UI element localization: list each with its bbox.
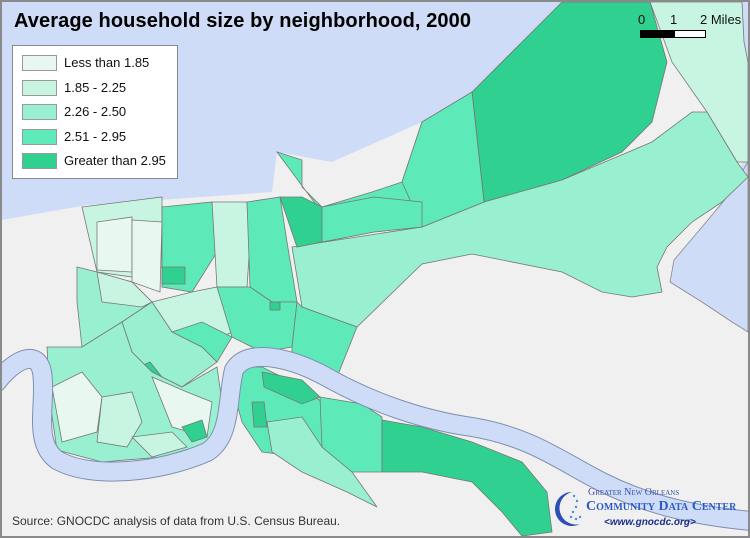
mississippi-river-water — [2, 348, 748, 530]
neighborhood — [649, 2, 748, 163]
neighborhood — [131, 219, 163, 293]
neighborhood — [170, 321, 233, 363]
scale-tick-1: 1 — [670, 12, 678, 27]
neighborhood — [131, 431, 188, 458]
legend-swatch — [22, 129, 57, 145]
neighborhood — [261, 371, 321, 405]
neighborhood — [291, 111, 748, 328]
map-title: Average household size by neighborhood, … — [14, 10, 472, 32]
legend-swatch — [22, 104, 57, 120]
neighborhood — [266, 416, 378, 508]
legend-item: 2.26 - 2.50 — [22, 103, 126, 121]
scale-segment — [640, 30, 675, 38]
logo-line-1: Greater New Orleans — [588, 487, 680, 498]
legend-label: Less than 1.85 — [64, 55, 150, 70]
scale-tick-2: 2 Miles — [700, 12, 742, 27]
legend-label: 2.26 - 2.50 — [64, 104, 127, 119]
legend-item: 1.85 - 2.25 — [22, 79, 126, 97]
logo-url: <www.gnocdc.org> — [604, 517, 696, 528]
neighborhood — [381, 419, 553, 536]
neighborhood — [51, 371, 103, 443]
legend: Less than 1.85 1.85 - 2.25 2.26 - 2.50 2… — [12, 45, 178, 179]
crescent-logo-icon — [555, 492, 582, 526]
scale-segment — [674, 30, 706, 38]
neighborhood — [96, 216, 133, 273]
neighborhood — [269, 301, 281, 311]
scale-tick-0: 0 — [638, 12, 646, 27]
legend-label: 2.51 - 2.95 — [64, 129, 127, 144]
lake-borgne — [669, 161, 748, 333]
gnocdc-logo: Greater New Orleans Community Data Cente… — [552, 486, 746, 532]
neighborhood — [181, 419, 208, 443]
neighborhood — [96, 271, 153, 308]
logo-line-2: Community Data Center — [586, 499, 737, 514]
legend-label: Greater than 2.95 — [64, 153, 166, 168]
legend-swatch — [22, 153, 57, 169]
neighborhood — [251, 401, 268, 428]
legend-swatch — [22, 55, 57, 71]
neighborhood — [321, 196, 423, 243]
scale-bar: 0 1 2 Miles — [638, 12, 744, 38]
legend-item: Less than 1.85 — [22, 54, 149, 72]
legend-item: 2.51 - 2.95 — [22, 128, 126, 146]
neighborhood — [96, 391, 143, 448]
legend-label: 1.85 - 2.25 — [64, 80, 127, 95]
legend-swatch — [22, 80, 57, 96]
source-note: Source: GNOCDC analysis of data from U.S… — [12, 514, 341, 528]
neighborhood — [161, 266, 186, 285]
legend-item: Greater than 2.95 — [22, 152, 166, 170]
neighborhood — [211, 201, 251, 288]
